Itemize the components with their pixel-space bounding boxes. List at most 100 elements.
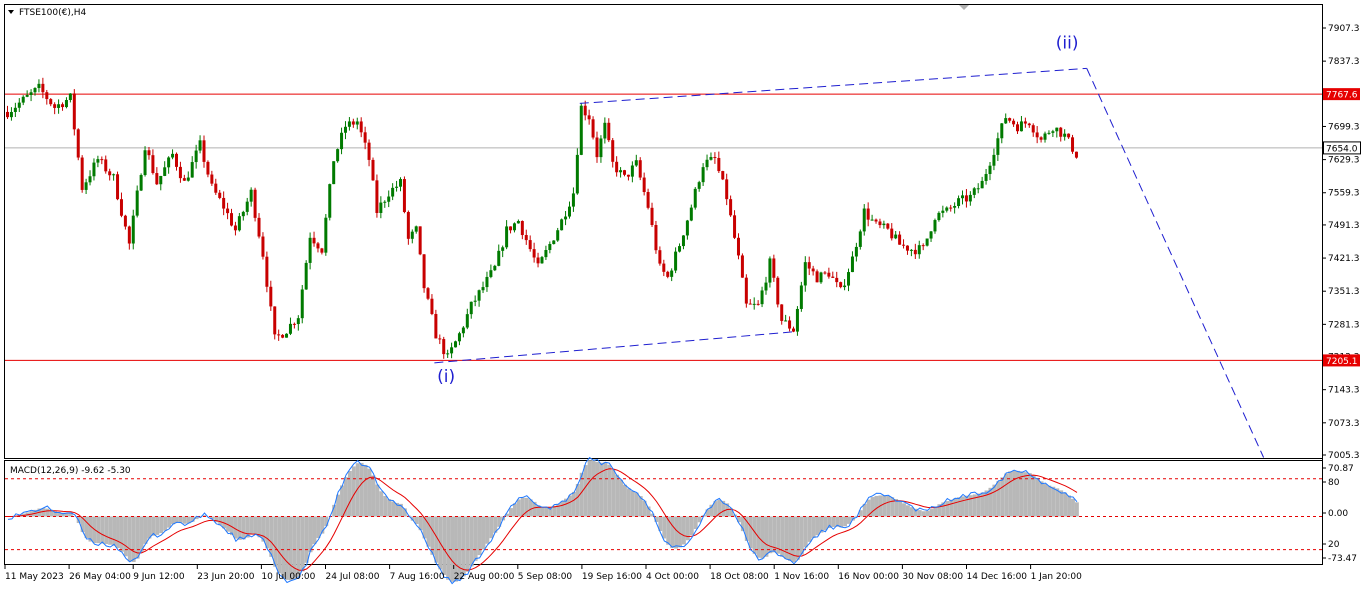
candle-body [136,191,139,216]
macd-histogram-bar [485,517,489,544]
candle-body [482,287,485,290]
candle-body [179,167,182,178]
candle-body [717,158,720,171]
macd-histogram-bar [706,509,710,516]
price-box: 7767.6 [1323,88,1360,101]
time-tick-label: 22 Aug 00:00 [454,572,515,582]
candle-body [615,162,618,172]
main-pane-border [5,5,1323,459]
macd-histogram-bar [949,500,953,517]
macd-histogram-bar [808,517,812,542]
macd-histogram-bar [906,505,910,516]
candle-body [831,277,834,278]
candle-body [989,166,992,174]
candle-body [926,239,929,246]
candle-body [415,226,418,231]
price-box-label: 7767.6 [1326,91,1358,101]
candle-body [981,181,984,188]
macd-histogram-bar [305,517,309,563]
macd-histogram-bar [250,517,254,535]
macd-tick-label: -73.47 [1328,554,1357,564]
time-tick-label: 9 Jun 12:00 [133,572,185,582]
candle-body [305,263,308,290]
candle-body [458,333,461,341]
candle-body [800,285,803,308]
macd-histogram-bar [238,517,242,540]
candle-body [57,104,60,108]
macd-histogram-bar [297,517,301,578]
candle-body [706,160,709,167]
candle-body [839,282,842,287]
macd-histogram-bar [996,481,1000,516]
macd-histogram-bar [234,517,238,539]
candle-body [635,160,638,165]
candle-body [568,207,571,217]
macd-histogram-bar [560,502,564,517]
scale-marker-icon[interactable] [959,5,969,10]
candle-body [949,208,952,209]
candle-body [698,182,701,189]
candle-body [1032,125,1035,132]
macd-histogram-bar [159,517,163,534]
macd-histogram-bar [930,509,934,516]
candle-body [658,250,661,263]
candle-body [6,112,9,117]
candle-body [442,339,445,354]
candle-body [1075,152,1078,158]
macd-histogram-bar [926,511,930,517]
symbol-dropdown-icon[interactable] [8,10,14,14]
candle-body [729,199,732,215]
candle-body [344,127,347,133]
candle-body [261,237,264,257]
candle-body [686,221,689,236]
candle-body [112,174,115,175]
candle-body [619,170,622,172]
candle-body [651,208,654,225]
candle-body [379,203,382,213]
candle-body [662,264,665,272]
candle-body [552,241,555,244]
macd-histogram-bar [313,517,317,545]
macd-histogram-bar [611,470,615,517]
candle-body [556,230,559,240]
candles [6,78,1078,359]
candle-body [812,269,815,272]
price-tick-label: 7491.3 [1328,221,1360,231]
candle-body [694,189,697,208]
macd-histogram-bar [910,507,914,516]
macd-histogram-bar [155,517,159,535]
candle-body [599,138,602,157]
macd-histogram-bar [281,517,285,578]
macd-histogram-bar [1051,487,1055,517]
candle-body [438,338,441,339]
candle-body [206,162,209,175]
candle-body [175,154,178,167]
candle-body [682,235,685,246]
candle-body [1067,134,1070,138]
candle-body [702,167,705,182]
candle-body [922,245,925,246]
candle-body [953,206,956,208]
macd-histogram-bar [890,497,894,516]
macd-histogram-bar [85,517,89,538]
candle-body [1055,128,1058,132]
time-tick-label: 1 Nov 16:00 [774,572,829,582]
macd-histogram-bar [871,497,875,516]
candle-body [603,123,606,139]
candle-body [407,212,410,239]
macd-histogram-bar [989,488,993,517]
macd-histogram-bar [753,517,757,554]
candle-body [965,195,968,201]
candle-body [69,93,72,100]
candle-body [301,289,304,318]
candle-body [427,288,430,299]
candle-body [823,272,826,273]
time-tick-label: 1 Jan 20:00 [1031,572,1083,582]
candle-body [521,221,524,235]
candle-body [167,157,170,167]
candle-body [713,157,716,158]
candle-body [399,179,402,187]
candle-body [289,324,292,334]
